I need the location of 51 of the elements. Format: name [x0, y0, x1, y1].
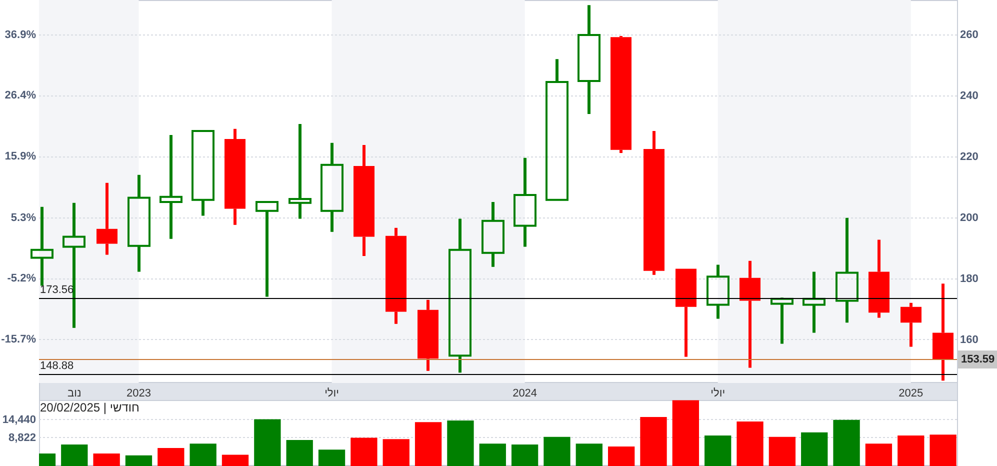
y-tick-label: 200: [960, 212, 978, 224]
bar: [544, 436, 570, 466]
y2-tick-label: -15.7%: [1, 334, 36, 346]
bar: [704, 436, 732, 466]
y-tick-label: 240: [960, 90, 978, 102]
bar: [447, 420, 474, 466]
y2-tick-label: 36.9%: [4, 28, 36, 41]
bar: [672, 400, 700, 466]
x-tick-label: 2024: [512, 388, 538, 400]
x-tick-label: יולי: [324, 388, 339, 400]
bar: [382, 439, 410, 466]
y-tick-label: 14,440: [2, 414, 36, 426]
y-tick-label: 260: [960, 29, 978, 42]
bar: [190, 444, 216, 466]
bar: [640, 416, 667, 466]
ref-line-label: 153.59: [961, 354, 995, 366]
bar: [898, 436, 924, 466]
bar: [768, 436, 796, 466]
bar: [93, 453, 120, 466]
bar: [801, 432, 828, 466]
bar: [930, 434, 956, 466]
bar: [158, 448, 184, 466]
bar: [350, 438, 378, 466]
bar: [511, 444, 538, 466]
bar: [61, 444, 88, 466]
bar: [608, 446, 635, 466]
x-tick-label: 2025: [898, 388, 924, 400]
x-tick-label: 2023: [126, 388, 151, 400]
y2-tick-label: 5.3%: [10, 212, 36, 224]
y2-tick-label: 15.9%: [4, 150, 36, 162]
y-tick-label: 160: [960, 334, 978, 346]
x-tick-label: נוב: [68, 388, 82, 400]
bar: [865, 444, 892, 466]
y-tick-label: 180: [960, 272, 978, 285]
bar: [833, 420, 860, 466]
ref-line-label: 148.88: [40, 360, 74, 372]
bar: [222, 454, 249, 466]
bar: [414, 422, 442, 466]
bar: [479, 444, 506, 466]
bar: [125, 455, 152, 466]
bar: [736, 421, 764, 466]
bar: [286, 440, 313, 466]
y2-tick-label: -5.2%: [7, 272, 36, 285]
bar: [576, 444, 602, 466]
bar: [254, 419, 281, 466]
y2-tick-label: 26.4%: [4, 90, 36, 102]
x-tick-label: יולי: [710, 388, 726, 400]
chart-title: 20/02/2025 | חודשי: [40, 400, 140, 414]
y-tick-label: 220: [960, 150, 978, 163]
bar: [318, 450, 346, 466]
y-tick-label: 8,822: [8, 432, 36, 444]
